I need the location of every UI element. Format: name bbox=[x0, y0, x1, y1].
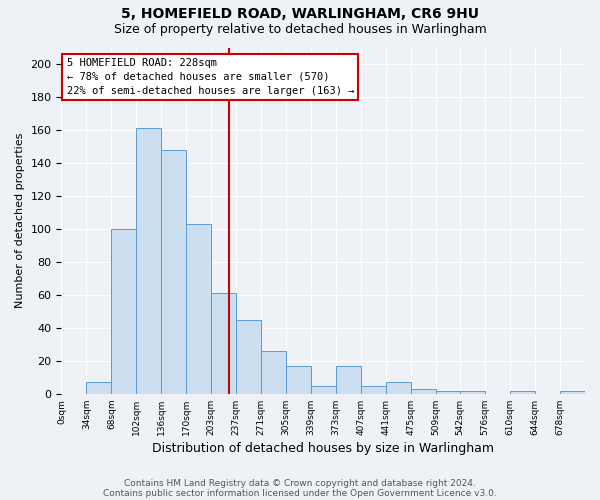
Bar bbox=[436, 390, 461, 394]
Bar bbox=[86, 382, 112, 394]
Bar bbox=[112, 229, 136, 394]
Bar bbox=[386, 382, 411, 394]
Text: Size of property relative to detached houses in Warlingham: Size of property relative to detached ho… bbox=[113, 22, 487, 36]
Bar bbox=[260, 351, 286, 394]
Bar bbox=[560, 390, 585, 394]
Bar bbox=[187, 224, 211, 394]
Bar bbox=[236, 320, 260, 394]
Bar bbox=[136, 128, 161, 394]
Bar bbox=[336, 366, 361, 394]
Bar bbox=[510, 390, 535, 394]
Bar bbox=[211, 293, 236, 394]
Bar bbox=[286, 366, 311, 394]
Bar bbox=[460, 390, 485, 394]
Text: Contains public sector information licensed under the Open Government Licence v3: Contains public sector information licen… bbox=[103, 488, 497, 498]
Bar bbox=[411, 389, 436, 394]
Text: Contains HM Land Registry data © Crown copyright and database right 2024.: Contains HM Land Registry data © Crown c… bbox=[124, 478, 476, 488]
Bar bbox=[361, 386, 386, 394]
Bar bbox=[161, 150, 187, 394]
Text: 5 HOMEFIELD ROAD: 228sqm
← 78% of detached houses are smaller (570)
22% of semi-: 5 HOMEFIELD ROAD: 228sqm ← 78% of detach… bbox=[67, 58, 354, 96]
Text: 5, HOMEFIELD ROAD, WARLINGHAM, CR6 9HU: 5, HOMEFIELD ROAD, WARLINGHAM, CR6 9HU bbox=[121, 8, 479, 22]
Y-axis label: Number of detached properties: Number of detached properties bbox=[15, 133, 25, 308]
X-axis label: Distribution of detached houses by size in Warlingham: Distribution of detached houses by size … bbox=[152, 442, 494, 455]
Bar bbox=[311, 386, 336, 394]
